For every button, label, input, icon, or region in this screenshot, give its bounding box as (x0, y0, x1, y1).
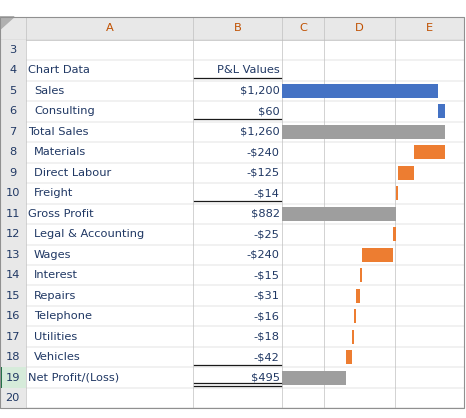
Text: -$240: -$240 (247, 148, 280, 157)
Text: Materials: Materials (34, 148, 86, 157)
Text: A: A (106, 23, 113, 33)
Text: $60: $60 (258, 107, 280, 116)
Text: Net Profit/(Loss): Net Profit/(Loss) (28, 373, 119, 382)
Text: Total Sales: Total Sales (28, 127, 89, 137)
Bar (0, 204, 26, 224)
Bar (0, 60, 26, 81)
Bar (393, 227, 397, 241)
Bar (282, 371, 346, 385)
Bar (0, 17, 26, 40)
Text: $1,260: $1,260 (240, 127, 280, 137)
Text: Chart Data: Chart Data (28, 66, 90, 75)
Bar (282, 125, 445, 139)
Text: 14: 14 (6, 270, 20, 280)
Text: 9: 9 (9, 168, 16, 178)
Bar (352, 330, 354, 344)
Text: Repairs: Repairs (34, 291, 76, 301)
Text: -$42: -$42 (254, 352, 280, 362)
Bar (0, 367, 2, 388)
Bar (0, 347, 26, 367)
Text: Legal & Accounting: Legal & Accounting (34, 229, 144, 239)
Text: Gross Profit: Gross Profit (28, 209, 94, 219)
Text: $1,200: $1,200 (240, 86, 280, 96)
Bar (0, 142, 26, 163)
Bar (0, 163, 26, 183)
Text: C: C (299, 23, 307, 33)
Text: 4: 4 (9, 66, 16, 75)
Bar (356, 289, 360, 303)
Text: Vehicles: Vehicles (34, 352, 81, 362)
Polygon shape (0, 17, 14, 29)
Text: 5: 5 (9, 86, 16, 96)
Bar (282, 17, 324, 40)
Text: 11: 11 (6, 209, 20, 219)
Text: Sales: Sales (34, 86, 64, 96)
Bar (354, 309, 356, 323)
Bar (0, 367, 26, 388)
Bar (395, 17, 464, 40)
Text: -$31: -$31 (254, 291, 280, 301)
Text: -$14: -$14 (254, 189, 280, 198)
Text: -$125: -$125 (247, 168, 280, 178)
Bar (0, 245, 26, 265)
Text: D: D (355, 23, 364, 33)
Text: -$18: -$18 (254, 332, 280, 342)
Text: 10: 10 (6, 189, 20, 198)
Text: B: B (234, 23, 241, 33)
Text: 6: 6 (9, 107, 16, 116)
Text: -$25: -$25 (254, 229, 280, 239)
Text: Telephone: Telephone (34, 311, 92, 321)
Bar (0, 183, 26, 204)
Text: 7: 7 (9, 127, 16, 137)
Text: 20: 20 (6, 393, 20, 403)
Bar (0, 81, 26, 101)
Text: Interest: Interest (34, 270, 78, 280)
Bar (360, 268, 362, 282)
Text: 13: 13 (6, 250, 20, 260)
Bar (282, 207, 397, 221)
Text: -$16: -$16 (254, 311, 280, 321)
Bar (0, 265, 26, 285)
Bar (362, 248, 393, 262)
Text: E: E (426, 23, 433, 33)
Text: Wages: Wages (34, 250, 71, 260)
Text: 16: 16 (6, 311, 20, 321)
Text: 15: 15 (6, 291, 20, 301)
Text: 8: 8 (9, 148, 16, 157)
Bar (0, 101, 26, 122)
Bar (0, 40, 26, 60)
Text: Freight: Freight (34, 189, 73, 198)
Bar (396, 186, 398, 200)
Text: 18: 18 (6, 352, 20, 362)
Bar (0, 285, 26, 306)
Text: 12: 12 (6, 229, 20, 239)
Bar (0, 388, 26, 408)
Text: $882: $882 (251, 209, 280, 219)
Text: Utilities: Utilities (34, 332, 77, 342)
Bar (324, 17, 395, 40)
Text: -$240: -$240 (247, 250, 280, 260)
Bar (0, 326, 26, 347)
Bar (346, 350, 352, 364)
Bar (282, 84, 438, 98)
Text: 17: 17 (6, 332, 20, 342)
Text: 3: 3 (9, 45, 16, 55)
Bar (0, 122, 26, 142)
Bar (2, 367, 26, 388)
Text: -$15: -$15 (254, 270, 280, 280)
Bar (438, 104, 445, 118)
Text: P&L Values: P&L Values (217, 66, 280, 75)
Bar (193, 17, 282, 40)
Bar (398, 166, 414, 180)
Bar (0, 306, 26, 326)
Bar (0, 224, 26, 245)
Text: Consulting: Consulting (34, 107, 95, 116)
Bar (414, 145, 445, 159)
Text: $495: $495 (251, 373, 280, 382)
Text: 19: 19 (6, 373, 20, 382)
Text: Direct Labour: Direct Labour (34, 168, 111, 178)
Bar (26, 17, 193, 40)
